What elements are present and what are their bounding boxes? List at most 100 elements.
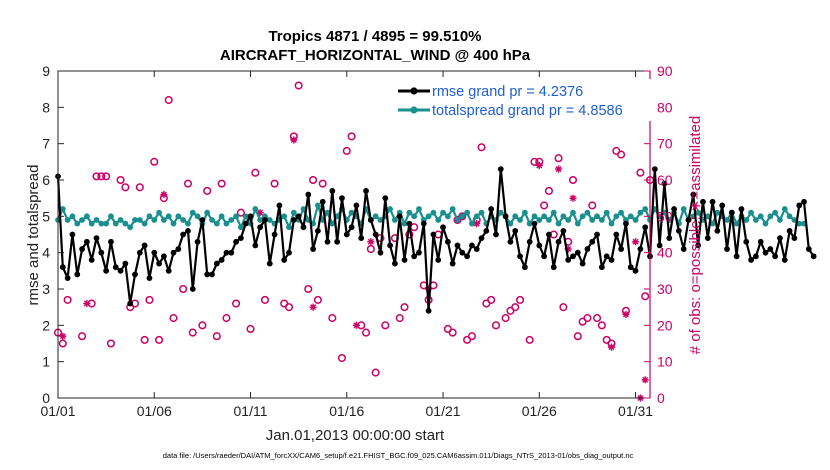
- totalspread-series-point: [724, 217, 730, 223]
- rmse-series-point: [233, 238, 239, 245]
- obs-possible-point: [318, 179, 327, 188]
- obs-assimilated-point: [607, 343, 616, 351]
- rmse-series-point: [401, 257, 408, 263]
- rmse-series-point: [151, 249, 158, 256]
- y-right-tick-label: 70: [657, 136, 673, 152]
- totalspread-series-point: [387, 206, 393, 212]
- rmse-series-point: [343, 231, 350, 238]
- totalspread-series-point: [151, 217, 158, 223]
- rmse-series-point: [64, 275, 71, 281]
- totalspread-series-point: [546, 217, 552, 223]
- rmse-series-point: [521, 264, 528, 271]
- totalspread-series-point: [454, 217, 461, 223]
- obs-possible-point: [487, 295, 496, 304]
- obs-possible-point: [188, 328, 197, 337]
- obs-possible-point: [458, 212, 467, 221]
- rmse-series-point: [502, 213, 509, 220]
- totalspread-series-point: [160, 217, 167, 223]
- totalspread-series-point: [103, 220, 110, 227]
- obs-possible-point: [179, 284, 188, 294]
- obs-possible-point: [597, 321, 606, 330]
- rmse-series-point: [59, 264, 66, 271]
- rmse-series-point: [796, 202, 803, 209]
- totalspread-series-point: [555, 220, 562, 227]
- obs-possible-point: [58, 339, 67, 348]
- totalspread-series-point: [570, 209, 576, 216]
- totalspread-series-point: [175, 213, 182, 220]
- obs-possible-point: [477, 143, 486, 152]
- obs-possible-point: [515, 295, 525, 304]
- rmse-series-point: [517, 253, 523, 260]
- rmse-series-point: [156, 260, 162, 267]
- rmse-series-point: [141, 242, 148, 249]
- rmse-series-point: [74, 271, 81, 278]
- totalspread-series-point: [122, 220, 129, 227]
- rmse-series-point: [637, 246, 644, 252]
- rmse-series-point: [536, 242, 543, 249]
- rmse-series-point: [160, 253, 167, 260]
- obs-possible-point: [106, 339, 115, 348]
- totalspread-series-point: [497, 209, 504, 216]
- totalspread-series-point: [165, 213, 172, 220]
- rmse-series-point: [430, 231, 437, 238]
- rmse-series-point: [170, 249, 177, 256]
- obs-possible-point: [381, 321, 390, 330]
- y-axis-left-label: rmse and totalspread: [25, 165, 42, 306]
- rmse-series-point: [339, 195, 345, 202]
- rmse-series-point: [242, 220, 249, 227]
- totalspread-series-point: [781, 206, 788, 212]
- rmse-series-point: [127, 300, 134, 307]
- totalspread-series-point: [695, 209, 702, 216]
- rmse-series-point: [300, 224, 307, 231]
- obs-possible-point: [183, 179, 193, 188]
- rmse-series-point: [512, 227, 519, 234]
- rmse-series-point: [526, 238, 533, 245]
- y-left-tick-label: 7: [42, 136, 50, 152]
- rmse-series-point: [459, 249, 466, 256]
- rmse-series-point: [627, 264, 634, 271]
- totalspread-series-point: [531, 213, 538, 220]
- x-tick-label: 01/06: [137, 403, 172, 419]
- totalspread-series-point: [127, 224, 134, 231]
- totalspread-series-point: [560, 213, 567, 220]
- totalspread-series-point: [141, 220, 148, 227]
- totalspread-series-point: [473, 213, 480, 220]
- rmse-series-point: [281, 257, 288, 263]
- plot-area: 01/01 01/06 01/11 01/16 01/21 01/26 01/3101234…: [40, 63, 817, 419]
- rmse-series-point: [334, 238, 341, 245]
- obs-possible-point: [588, 201, 597, 210]
- rmse-series-point: [781, 257, 788, 263]
- totalspread-series-point: [290, 209, 297, 216]
- y-left-tick-label: 5: [42, 208, 50, 224]
- rmse-series-point: [83, 238, 90, 245]
- obs-assimilated-point: [535, 161, 543, 170]
- rmse-series-point: [435, 257, 442, 263]
- totalspread-series-point: [93, 217, 100, 223]
- obs-possible-point: [260, 295, 270, 304]
- totalspread-series-point: [266, 217, 273, 223]
- totalspread-series-point: [526, 220, 533, 227]
- totalspread-series-point: [146, 213, 153, 220]
- y-right-tick-label: 10: [657, 354, 673, 370]
- legend-totalspread-marker: [410, 106, 418, 114]
- obs-possible-point: [246, 324, 255, 334]
- chart-title-line1: Tropics 4871 / 4895 = 99.510%: [268, 28, 481, 45]
- rmse-series-point: [420, 220, 427, 227]
- totalspread-series-point: [589, 217, 596, 223]
- obs-possible-point: [583, 314, 592, 323]
- rmse-series-point: [531, 220, 538, 227]
- legend-rmse-marker: [410, 87, 418, 95]
- totalspread-series-point: [79, 217, 85, 223]
- rmse-series-point: [175, 246, 182, 252]
- rmse-series-point: [483, 227, 490, 234]
- legend-totalspread-label: totalspread grand pr = 4.8586: [432, 103, 623, 119]
- rmse-series-point: [103, 267, 110, 274]
- rmse-series-point: [305, 191, 312, 198]
- rmse-series-point: [603, 253, 610, 260]
- rmse-series-point: [762, 249, 769, 256]
- totalspread-series-point: [478, 209, 485, 216]
- rmse-series-point: [719, 202, 726, 209]
- obs-assimilated-point: [290, 136, 298, 144]
- totalspread-series-point: [372, 213, 379, 220]
